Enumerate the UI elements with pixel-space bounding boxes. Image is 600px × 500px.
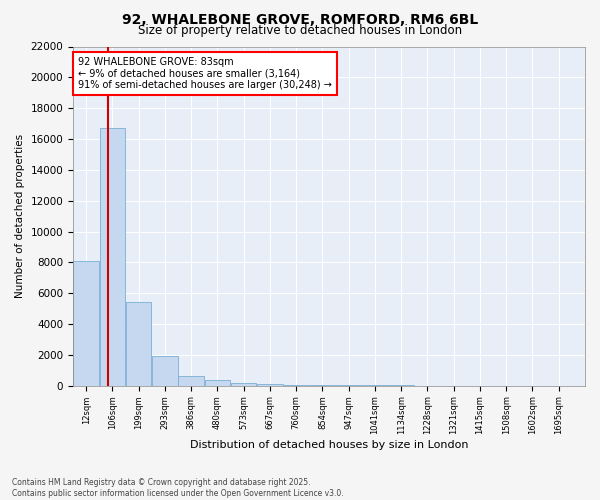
Text: 92, WHALEBONE GROVE, ROMFORD, RM6 6BL: 92, WHALEBONE GROVE, ROMFORD, RM6 6BL [122, 12, 478, 26]
Bar [126, 302, 151, 386]
Bar [310, 385, 335, 386]
Bar [257, 384, 283, 386]
Bar [283, 384, 309, 386]
Y-axis label: Number of detached properties: Number of detached properties [15, 134, 25, 298]
Bar [152, 356, 178, 386]
Bar [100, 128, 125, 386]
Bar [231, 382, 256, 386]
Text: Contains HM Land Registry data © Crown copyright and database right 2025.
Contai: Contains HM Land Registry data © Crown c… [12, 478, 344, 498]
Bar [73, 261, 99, 386]
Bar [178, 376, 204, 386]
X-axis label: Distribution of detached houses by size in London: Distribution of detached houses by size … [190, 440, 468, 450]
Text: 92 WHALEBONE GROVE: 83sqm
← 9% of detached houses are smaller (3,164)
91% of sem: 92 WHALEBONE GROVE: 83sqm ← 9% of detach… [78, 56, 332, 90]
Bar [205, 380, 230, 386]
Text: Size of property relative to detached houses in London: Size of property relative to detached ho… [138, 24, 462, 37]
